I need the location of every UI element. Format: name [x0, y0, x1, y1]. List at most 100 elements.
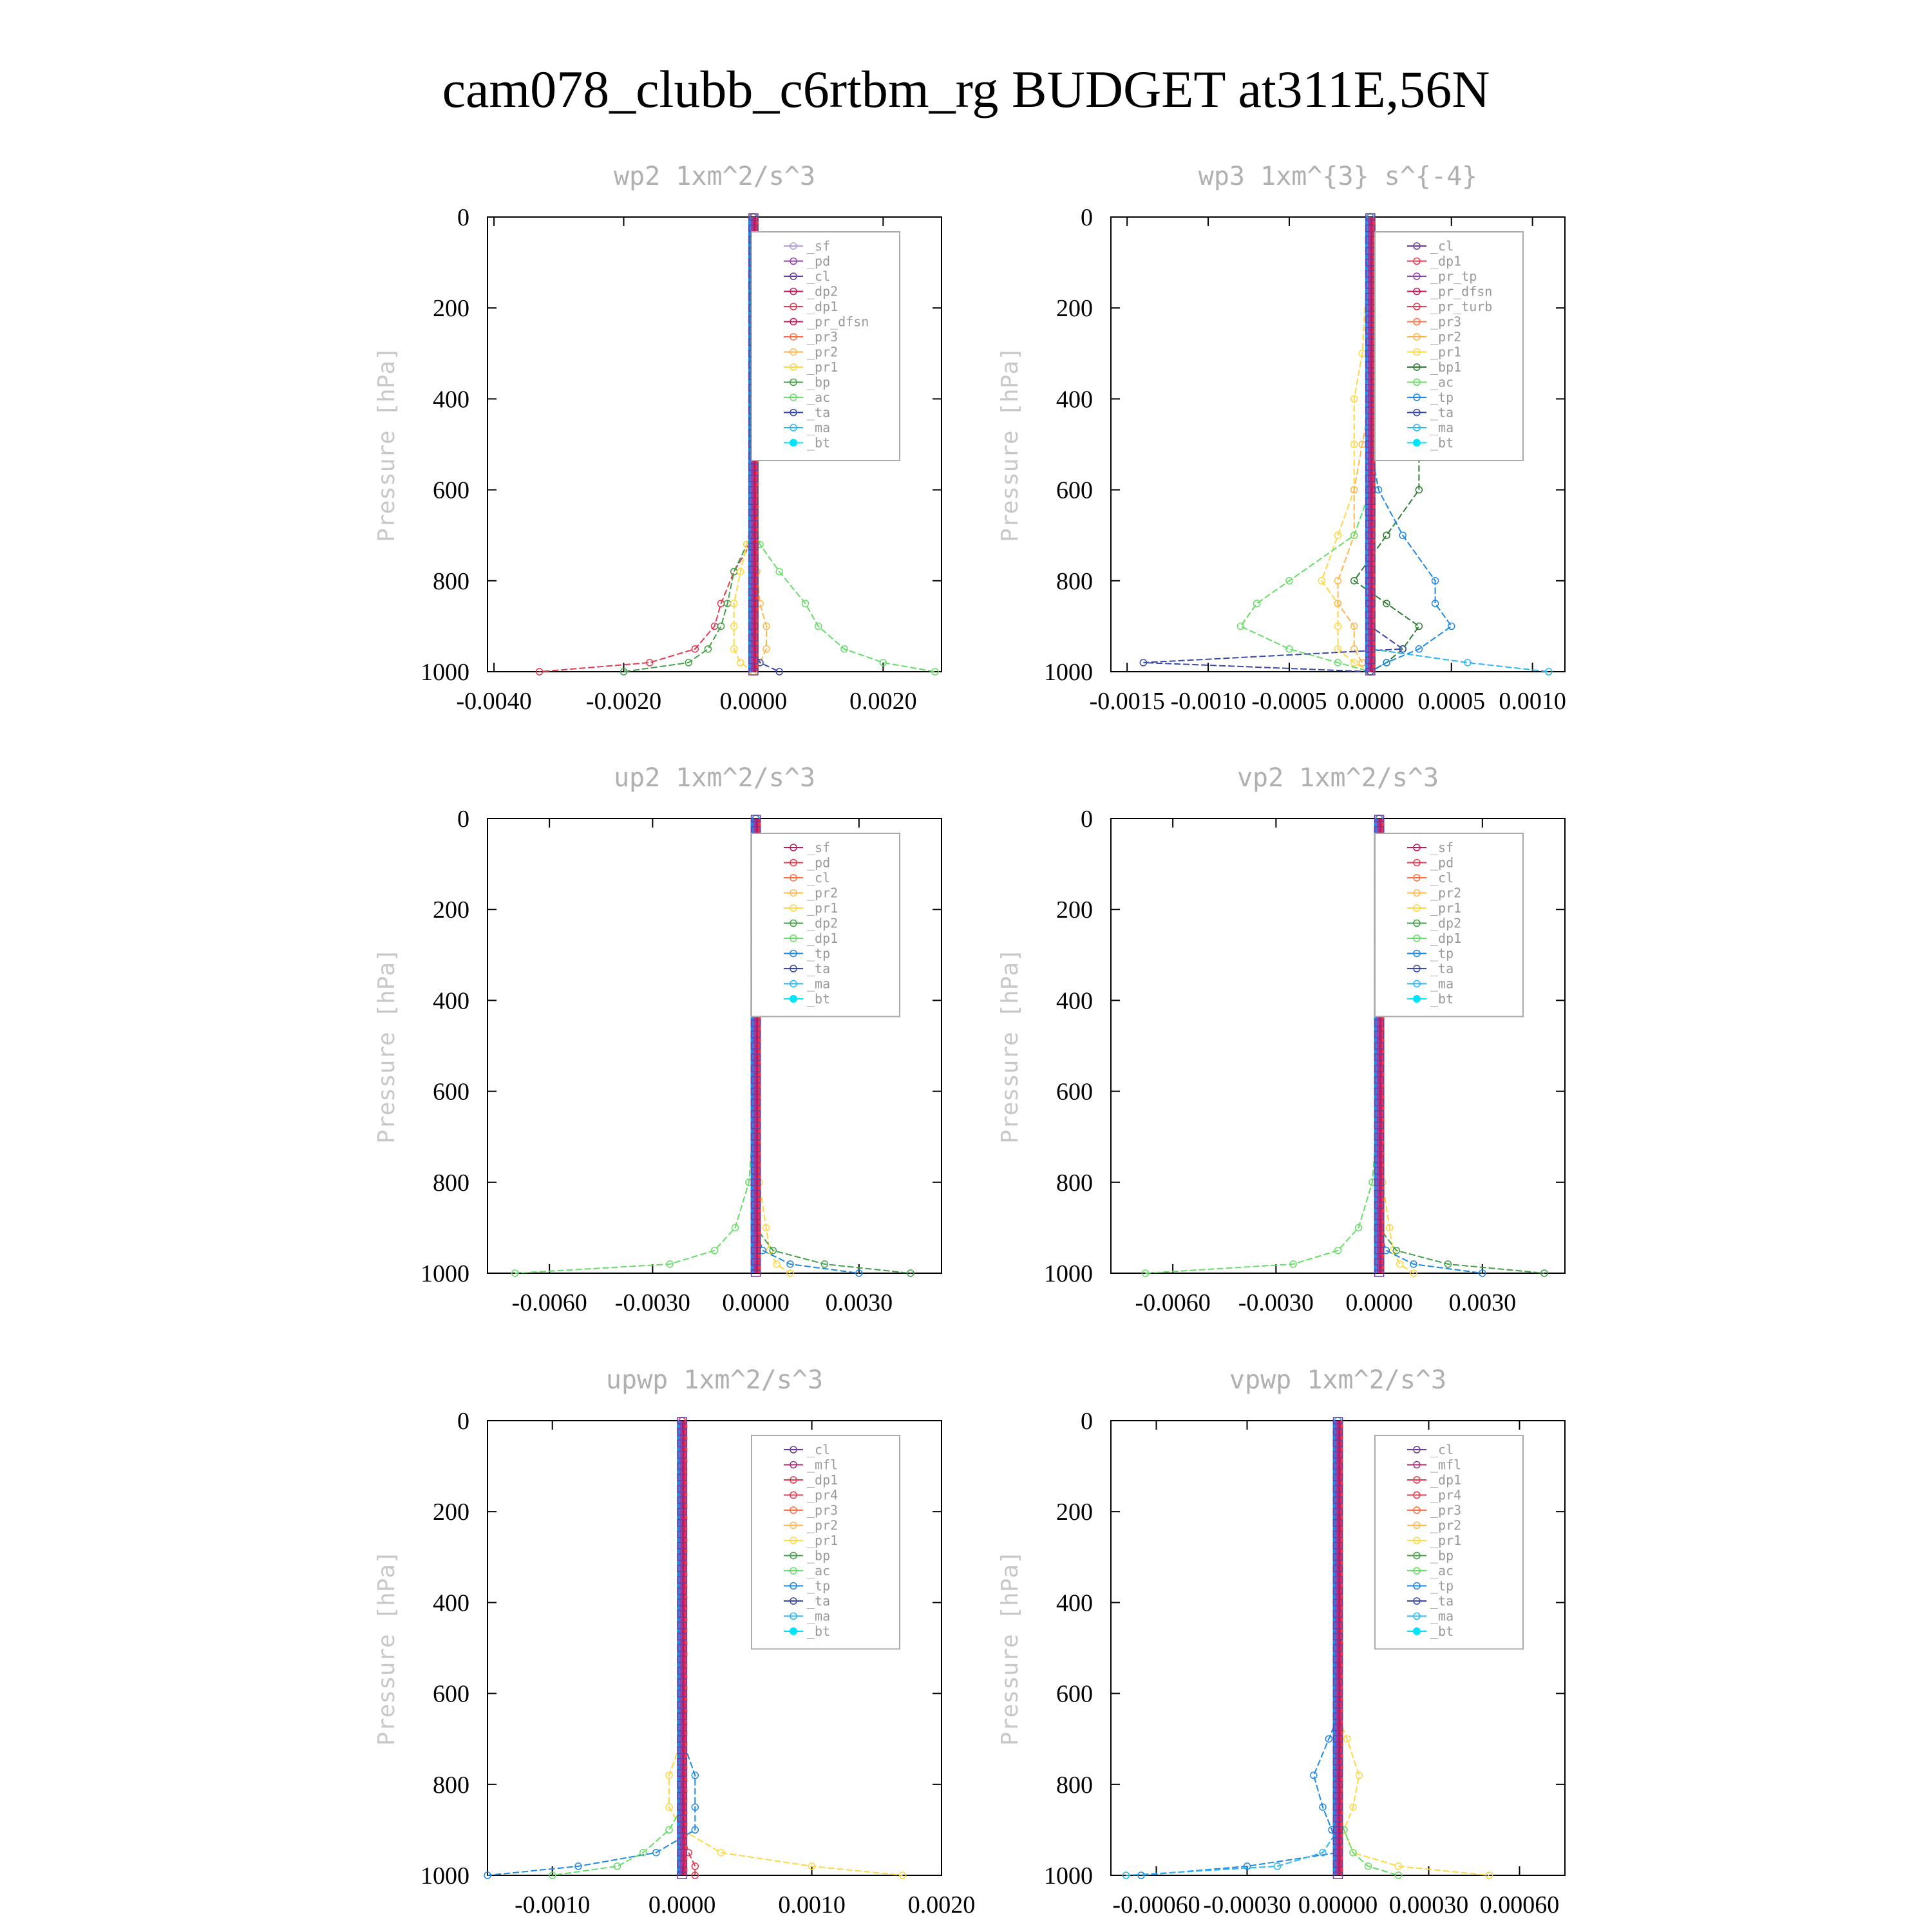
series-point-pr1 [1343, 1735, 1351, 1743]
zero-line-marker [1365, 656, 1376, 665]
zero-line-marker [1332, 1553, 1343, 1561]
legend-label: _ac [1430, 1563, 1454, 1578]
legend-label: _dp2 [1430, 916, 1461, 931]
series-point-bp [769, 1246, 777, 1255]
chart-panel: vpwp 1xm^2/s^3 Pressure [hPa] 0 200 400 600 80… [997, 1365, 1566, 1918]
series-point-ac [511, 1269, 519, 1277]
x-tick-label: -0.00060 [1112, 1891, 1200, 1918]
zero-line-marker [1374, 1155, 1385, 1164]
zero-line-marker [1374, 1099, 1385, 1106]
x-tick-label: 0.0010 [778, 1891, 846, 1918]
zero-line-marker [1332, 1598, 1343, 1607]
legend-label: _pr1 [807, 900, 838, 916]
legend-label: _cl [1430, 1442, 1454, 1457]
zero-line-marker [677, 1462, 687, 1470]
figure-title: cam078_clubb_c6rtbm_rg BUDGET at311E,56N [442, 60, 1490, 118]
zero-line-marker [1332, 1542, 1343, 1549]
legend-label: _bp [807, 375, 830, 390]
series-point-tp [1431, 600, 1439, 607]
legend-box [751, 833, 900, 1018]
series-point-pr2 [762, 622, 770, 630]
legend-label: _pr2 [1430, 886, 1461, 901]
legend-marker [1413, 965, 1421, 972]
series-point-pr1 [1318, 577, 1326, 585]
legend-marker [790, 844, 797, 851]
zero-line-marker [677, 1769, 687, 1777]
zero-line-marker [1365, 486, 1376, 494]
legend-marker [1413, 363, 1421, 371]
legend-marker [790, 874, 797, 882]
legend-marker [790, 1597, 797, 1605]
legend-label: _pr3 [807, 1502, 838, 1518]
series-point-pr2 [1350, 645, 1358, 653]
legend-marker [1413, 874, 1421, 882]
panel-title: wp2 1xm^2/s^3 [614, 162, 815, 191]
legend-label: _ta [1430, 1593, 1454, 1609]
series-point-bp1 [1350, 577, 1358, 585]
zero-line-marker [1332, 1644, 1343, 1652]
y-tick-label: 400 [433, 1589, 469, 1616]
series-point-tp [1415, 645, 1423, 653]
legend-marker [790, 1506, 797, 1514]
series-point-bp [620, 668, 628, 676]
zero-line-marker [748, 645, 759, 653]
series-point-ac [1334, 1246, 1342, 1255]
zero-line-marker [677, 1542, 687, 1549]
y-tick-label: 200 [1056, 1499, 1093, 1526]
zero-line-marker [677, 1621, 687, 1629]
zero-line-marker [677, 1803, 687, 1811]
zero-line-marker [1332, 1747, 1343, 1754]
zero-line-marker [1332, 1871, 1343, 1879]
legend-label: _bp [1430, 1548, 1454, 1564]
legend-label: _dp1 [1430, 1472, 1461, 1488]
legend-label: _bt [1430, 1624, 1454, 1639]
zero-line-marker [1332, 1723, 1343, 1732]
y-tick-label: 600 [1056, 1079, 1093, 1106]
series-point-ac [1394, 1871, 1403, 1879]
y-tick-label: 600 [1056, 1681, 1093, 1708]
zero-line-marker [1332, 1678, 1343, 1686]
legend-label: _dp1 [807, 1472, 838, 1488]
panel-title: vp2 1xm^2/s^3 [1237, 763, 1439, 793]
legend-marker [1413, 1537, 1421, 1544]
legend-marker [1413, 1627, 1421, 1635]
legend-marker [790, 408, 797, 417]
zero-line-marker [750, 815, 761, 822]
series-point-tp [691, 1826, 699, 1834]
zero-line-marker [748, 509, 759, 516]
y-tick-label: 0 [1081, 204, 1093, 231]
legend-label: _ma [807, 1609, 830, 1624]
series-point-pr1 [772, 1260, 781, 1268]
legend-marker [790, 1612, 797, 1620]
zero-line-marker [1365, 668, 1376, 676]
zero-line-marker [750, 1179, 761, 1186]
y-tick-label: 800 [433, 568, 469, 595]
legend-label: _pd [807, 254, 830, 269]
legend-marker [1413, 1597, 1421, 1605]
legend-marker [790, 348, 797, 356]
legend-marker [1413, 439, 1421, 447]
series-point-ta [775, 668, 783, 676]
x-tick-label: -0.0030 [1238, 1289, 1314, 1316]
zero-line-marker [748, 577, 759, 585]
legend-marker [790, 1567, 797, 1575]
series-point-ac [613, 1862, 621, 1870]
series-point-ac [1141, 1269, 1150, 1277]
legend-marker [790, 333, 797, 341]
zero-line-marker [750, 1258, 761, 1266]
legend-marker [1413, 348, 1421, 356]
chart-panel: upwp 1xm^2/s^3 Pressure [hPa] 0 200 400 600 80… [374, 1365, 975, 1918]
zero-line-marker [1365, 463, 1376, 471]
series-line-bp [623, 217, 754, 672]
zero-line-marker [750, 1099, 761, 1106]
legend-marker [790, 287, 797, 296]
zero-line-marker [1374, 1224, 1385, 1232]
series-point-ac [1253, 600, 1261, 607]
series-point-bp [1444, 1260, 1452, 1268]
zero-line-marker [1374, 1042, 1385, 1050]
y-tick-label: 200 [433, 896, 469, 923]
series-point-ac [801, 600, 810, 607]
legend-label: _pr3 [1430, 314, 1461, 330]
zero-line-marker [1332, 1485, 1343, 1493]
zero-line-marker [748, 611, 759, 619]
